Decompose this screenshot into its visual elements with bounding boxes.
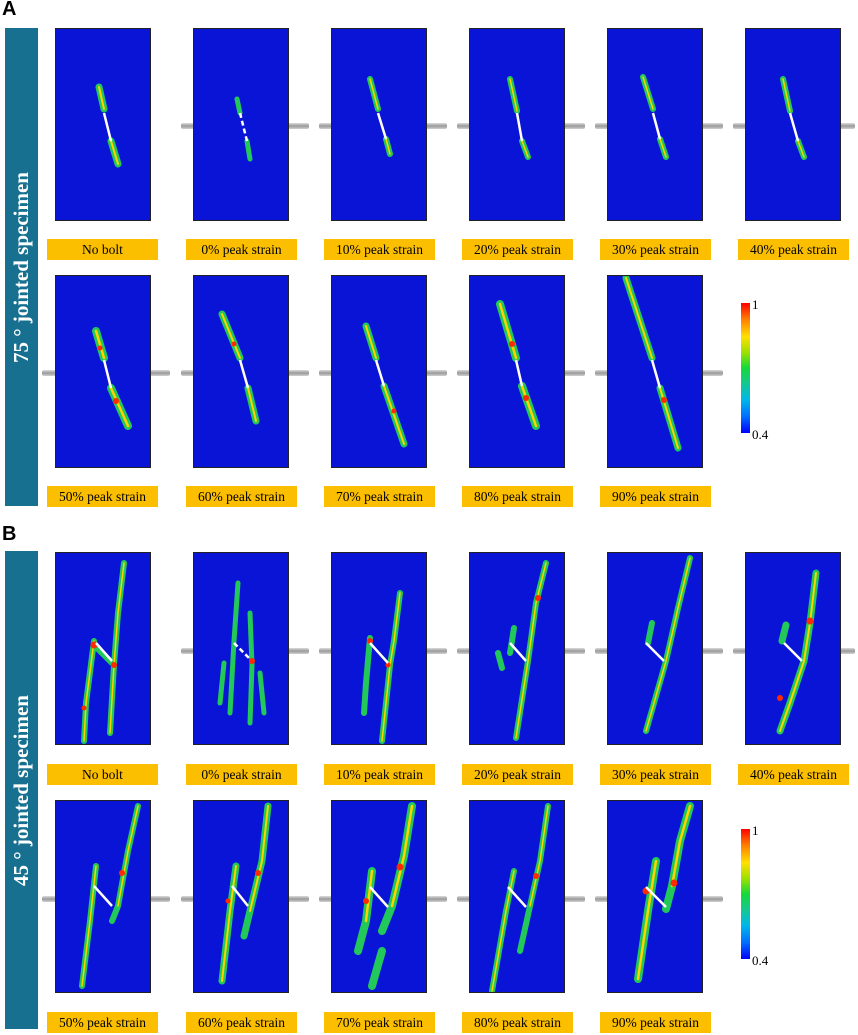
panel-b-side-title: 45 ° jointed specimen — [5, 551, 38, 1029]
crack-pattern — [79, 803, 141, 989]
condition-label: 30% peak strain — [600, 239, 711, 260]
crack-pattern — [218, 802, 272, 985]
crack-pattern — [622, 276, 682, 452]
specimen-strain-map — [193, 28, 289, 221]
specimen-strain-map — [193, 275, 289, 468]
crack-pattern — [489, 803, 551, 992]
crack-pattern — [362, 322, 408, 448]
condition-label: 50% peak strain — [47, 486, 158, 507]
panel-a-side-title: 75 ° jointed specimen — [5, 28, 38, 506]
condition-label: 60% peak strain — [186, 1012, 297, 1033]
condition-label: 40% peak strain — [738, 764, 849, 785]
panel-letter-a: A — [2, 0, 17, 20]
specimen-strain-map — [469, 28, 565, 221]
specimen-strain-map — [55, 275, 151, 468]
condition-label: No bolt — [47, 764, 158, 785]
colorbar — [741, 829, 750, 959]
colorbar-max-label: 1 — [752, 297, 759, 312]
panel-letter-b: B — [2, 523, 17, 545]
condition-label: No bolt — [47, 239, 158, 260]
crack-pattern — [95, 83, 122, 168]
colorbar-min-label: 0.4 — [752, 427, 769, 442]
condition-label: 80% peak strain — [462, 486, 573, 507]
condition-label: 0% peak strain — [186, 764, 297, 785]
crack-pattern — [92, 327, 132, 430]
crack-pattern — [367, 76, 393, 157]
colorbar-min-label: 0.4 — [752, 953, 769, 968]
crack-pattern — [780, 76, 807, 160]
crack-pattern — [354, 802, 416, 990]
specimen-strain-map — [55, 28, 151, 221]
colorbar-max-label: 1 — [752, 823, 759, 838]
condition-label: 70% peak strain — [324, 1012, 435, 1033]
specimen-strain-map — [469, 800, 565, 993]
specimen-strain-map — [331, 552, 427, 745]
crack-pattern — [81, 560, 127, 744]
specimen-strain-map — [331, 800, 427, 993]
condition-label: 90% peak strain — [600, 486, 711, 507]
condition-label: 60% peak strain — [186, 486, 297, 507]
specimen-strain-map — [193, 800, 289, 993]
condition-label: 70% peak strain — [324, 486, 435, 507]
condition-label: 0% peak strain — [186, 239, 297, 260]
crack-pattern — [640, 74, 669, 160]
crack-pattern — [218, 310, 260, 425]
condition-label: 20% peak strain — [462, 764, 573, 785]
condition-label: 20% peak strain — [462, 239, 573, 260]
crack-pattern — [361, 590, 403, 744]
crack-pattern — [634, 802, 694, 983]
condition-label: 90% peak strain — [600, 1012, 711, 1033]
specimen-strain-map — [55, 552, 151, 745]
panel-a-title-text: 75 ° jointed specimen — [9, 171, 33, 363]
specimen-strain-map — [607, 552, 703, 745]
colorbar — [741, 303, 750, 433]
specimen-strain-map — [331, 275, 427, 468]
crack-pattern — [776, 569, 820, 735]
specimen-strain-map — [469, 275, 565, 468]
specimen-strain-map — [745, 552, 841, 745]
crack-pattern — [217, 580, 267, 726]
crack-pattern — [643, 555, 693, 734]
crack-pattern — [495, 560, 549, 741]
crack-pattern — [496, 300, 540, 430]
condition-label: 40% peak strain — [738, 239, 849, 260]
specimen-strain-map — [55, 800, 151, 993]
specimen-strain-map — [469, 552, 565, 745]
condition-label: 10% peak strain — [324, 239, 435, 260]
condition-label: 10% peak strain — [324, 764, 435, 785]
specimen-strain-map — [193, 552, 289, 745]
specimen-strain-map — [607, 275, 703, 468]
specimen-strain-map — [607, 28, 703, 221]
crack-pattern — [234, 96, 253, 162]
specimen-strain-map — [331, 28, 427, 221]
condition-label: 80% peak strain — [462, 1012, 573, 1033]
condition-label: 30% peak strain — [600, 764, 711, 785]
specimen-strain-map — [607, 800, 703, 993]
condition-label: 50% peak strain — [47, 1012, 158, 1033]
specimen-strain-map — [745, 28, 841, 221]
panel-b-title-text: 45 ° jointed specimen — [9, 694, 33, 886]
crack-pattern — [507, 76, 531, 160]
